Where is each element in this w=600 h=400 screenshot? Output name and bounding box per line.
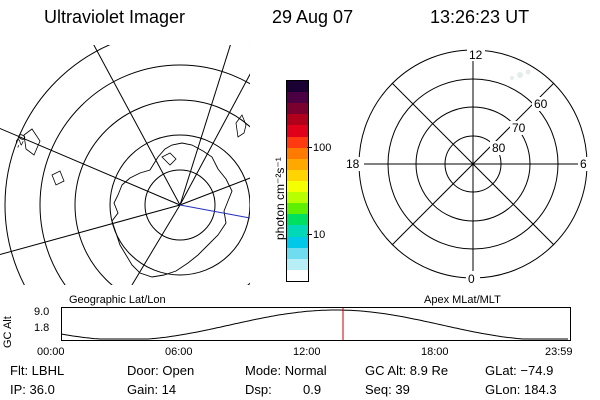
colorbar-unit-label: photon cm⁻²s⁻¹ <box>273 157 287 240</box>
colorbar-tick-100: 100 <box>313 142 332 154</box>
gain-info: Gain: 14 <box>127 382 177 397</box>
geographic-panel-label: Geographic Lat/Lon <box>69 294 166 306</box>
x-tick-0600: 06:00 <box>165 346 193 358</box>
colorbar-tickmark-10 <box>307 234 312 235</box>
apex-panel-label: Apex MLat/MLT <box>424 294 501 306</box>
x-tick-2359: 23:59 <box>545 346 573 358</box>
gc-alt-info: GC Alt: 8.9 Re <box>365 363 449 378</box>
glon-info: GLon: 184.3 <box>485 382 557 397</box>
mode-info: Mode: Normal <box>245 363 327 378</box>
colorbar-band <box>287 214 308 226</box>
colorbar-tickmark-100 <box>307 147 312 148</box>
dsp-value: 0.9 <box>303 382 322 397</box>
ip-info: IP: 36.0 <box>10 382 55 397</box>
filter-info: Flt: LBHL <box>10 363 65 378</box>
x-tick-1200: 12:00 <box>293 346 321 358</box>
mlt-label-0: 0 <box>468 272 475 285</box>
colorbar-band <box>287 180 308 193</box>
colorbar-band <box>287 225 308 237</box>
colorbar-band <box>287 269 308 281</box>
altitude-ytick-max: 9.0 <box>34 306 50 318</box>
colorbar-tick-10: 10 <box>313 229 326 241</box>
colorbar-band <box>287 169 308 181</box>
door-info: Door: Open <box>127 363 195 378</box>
geographic-map: -20 <box>0 45 250 285</box>
dsp-label: Dsp: <box>245 382 272 397</box>
colorbar-band <box>287 125 308 137</box>
mlt-label-18: 18 <box>346 157 360 171</box>
mlat-label-60: 60 <box>534 97 548 111</box>
altitude-plot <box>61 307 571 341</box>
altitude-ylabel: GC Alt <box>2 316 14 348</box>
x-tick-0000: 00:00 <box>37 346 65 358</box>
instrument-title: Ultraviolet Imager <box>44 7 186 27</box>
colorbar-band <box>287 147 308 159</box>
colorbar-band <box>287 247 308 259</box>
colorbar-band <box>287 114 308 126</box>
colorbar-band <box>287 92 308 104</box>
colorbar-band <box>287 192 308 204</box>
colorbar-band <box>287 258 308 270</box>
colorbar-band <box>287 158 308 170</box>
date-label: 29 Aug 07 <box>272 7 354 27</box>
x-tick-1800: 18:00 <box>421 346 449 358</box>
time-label: 13:26:23 UT <box>430 7 530 27</box>
colorbar-band <box>287 81 308 93</box>
mlat-label-80: 80 <box>492 141 506 155</box>
altitude-ytick-min: 1.8 <box>34 322 50 334</box>
colorbar-band <box>287 236 308 248</box>
seq-info: Seq: 39 <box>365 382 410 397</box>
colorbar-band <box>287 103 308 115</box>
polar-mlt-plot: 12 18 6 0 60 70 80 <box>344 48 590 285</box>
mlat-label-70: 70 <box>512 121 526 135</box>
mlt-label-6: 6 <box>580 157 587 171</box>
colorbar-band <box>287 203 308 215</box>
glat-info: GLat: −74.9 <box>485 363 554 378</box>
mlt-label-12: 12 <box>469 48 483 62</box>
color-scale-bar <box>286 80 309 282</box>
colorbar-band <box>287 136 308 148</box>
